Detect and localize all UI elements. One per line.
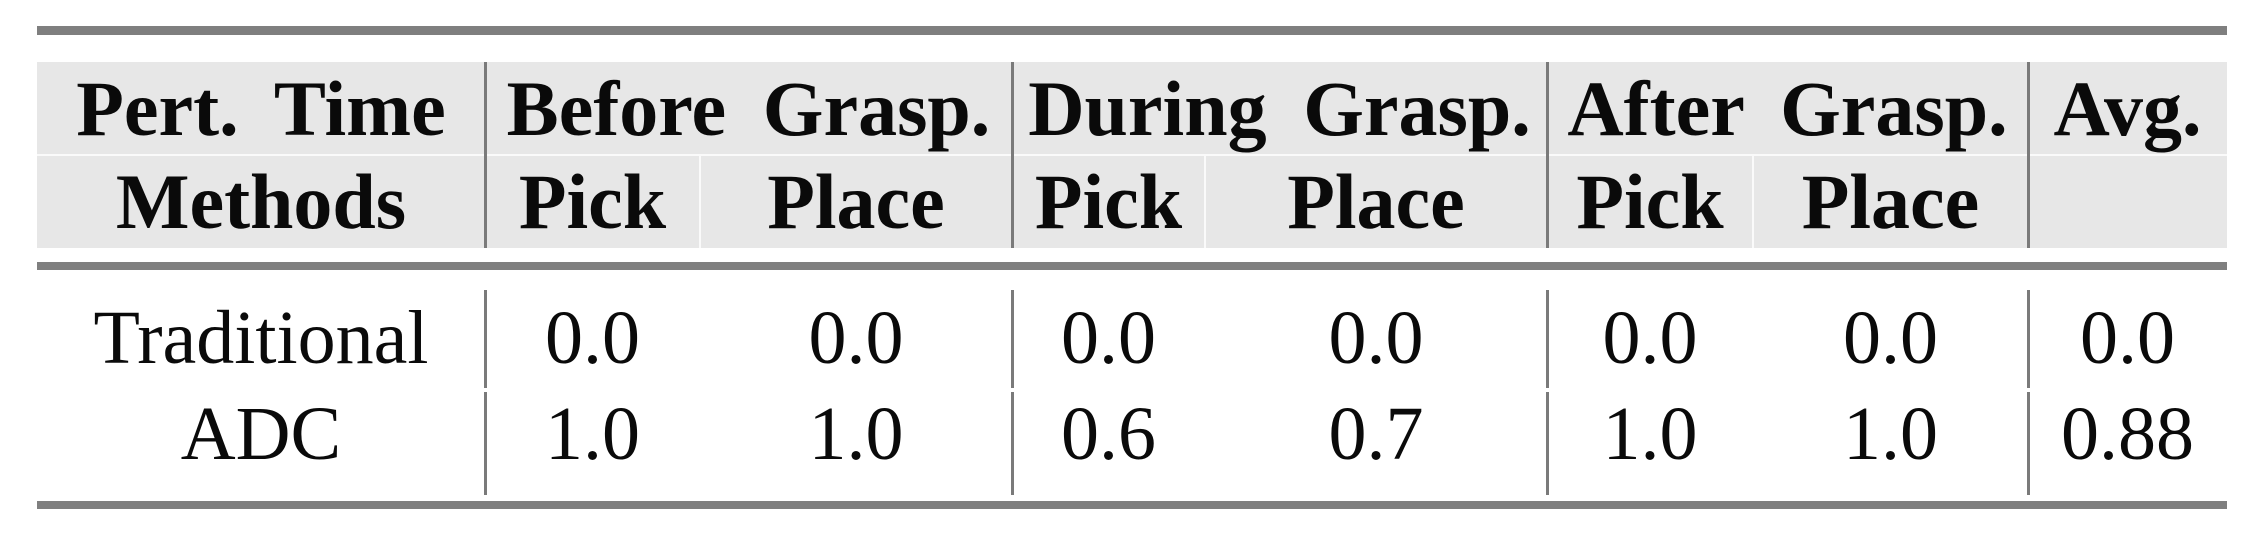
group-divider-2-body-row1 xyxy=(1011,290,1014,388)
header-pert-time: Pert. Time xyxy=(76,65,446,152)
table-header-rule xyxy=(37,262,2227,270)
group-divider-1-header xyxy=(484,62,487,248)
row-adc-during-place: 0.7 xyxy=(1328,392,1424,476)
header-during-pick: Pick xyxy=(1034,158,1183,245)
header-after-pick: Pick xyxy=(1576,158,1724,245)
header-during-grasp: During Grasp. xyxy=(1028,65,1531,152)
row-adc-method: ADC xyxy=(180,392,342,476)
header-before-grasp: Before Grasp. xyxy=(506,65,991,152)
group-divider-2-header xyxy=(1011,62,1014,248)
row-traditional-during-place: 0.0 xyxy=(1328,296,1424,380)
header-after-grasp: After Grasp. xyxy=(1567,65,2008,152)
after-subcolumn-divider xyxy=(1752,156,1754,248)
row-traditional-avg: 0.0 xyxy=(2080,296,2175,380)
group-divider-2-body-row2 xyxy=(1011,392,1014,495)
during-subcolumn-divider xyxy=(1204,156,1206,248)
row-traditional-before-place: 0.0 xyxy=(808,296,904,380)
group-divider-3-body-row1 xyxy=(1546,290,1549,388)
header-after-place: Place xyxy=(1801,158,1980,245)
group-divider-3-header xyxy=(1546,62,1549,248)
header-avg: Avg. xyxy=(2053,65,2202,152)
header-methods: Methods xyxy=(115,158,407,245)
group-divider-4-body-row2 xyxy=(2027,392,2030,495)
row-adc-before-pick: 1.0 xyxy=(545,392,640,476)
row-adc-before-place: 1.0 xyxy=(808,392,904,476)
header-row-divider xyxy=(37,154,2227,156)
row-adc-avg: 0.88 xyxy=(2061,392,2194,476)
row-adc-after-pick: 1.0 xyxy=(1602,392,1698,476)
row-adc-during-pick: 0.6 xyxy=(1061,392,1156,476)
header-before-place: Place xyxy=(767,158,945,245)
header-before-pick: Pick xyxy=(518,158,667,245)
group-divider-1-body-row2 xyxy=(484,392,487,495)
table-top-rule xyxy=(37,26,2227,35)
row-traditional-after-place: 0.0 xyxy=(1843,296,1938,380)
group-divider-4-body-row1 xyxy=(2027,290,2030,388)
row-traditional-method: Traditional xyxy=(93,296,429,380)
row-traditional-during-pick: 0.0 xyxy=(1061,296,1156,380)
group-divider-1-body-row1 xyxy=(484,290,487,388)
before-subcolumn-divider xyxy=(699,156,701,248)
table-bottom-rule xyxy=(37,501,2227,509)
group-divider-3-body-row2 xyxy=(1546,392,1549,495)
row-traditional-before-pick: 0.0 xyxy=(545,296,640,380)
header-during-place: Place xyxy=(1287,158,1465,245)
row-traditional-after-pick: 0.0 xyxy=(1602,296,1698,380)
group-divider-4-header xyxy=(2027,62,2030,248)
row-adc-after-place: 1.0 xyxy=(1843,392,1938,476)
